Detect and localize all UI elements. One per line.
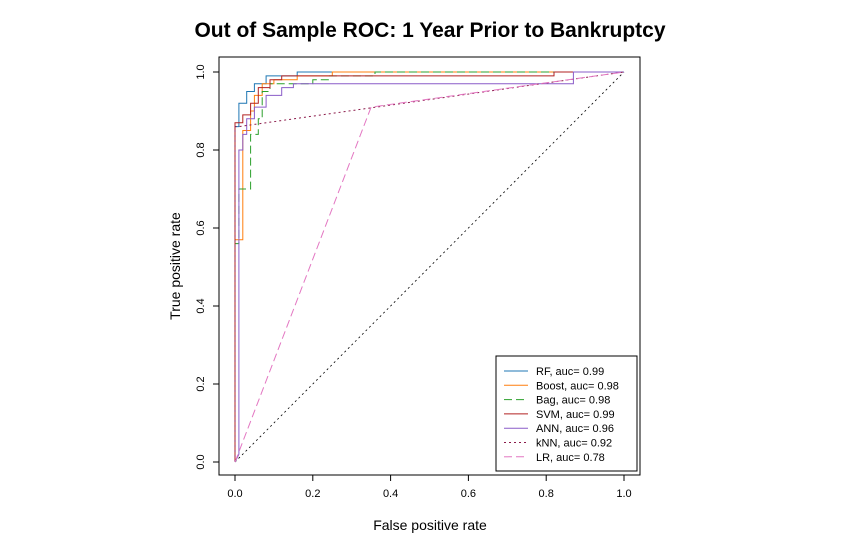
legend-label-2: Bag, auc= 0.98 bbox=[536, 395, 610, 407]
y-tick-label: 1.0 bbox=[195, 64, 207, 79]
x-tick-label: 0.4 bbox=[383, 488, 398, 500]
legend-label-6: LR, auc= 0.78 bbox=[536, 452, 605, 464]
x-tick-label: 0.8 bbox=[539, 488, 554, 500]
y-tick-label: 0.8 bbox=[195, 142, 207, 157]
y-tick-label: 0.6 bbox=[195, 220, 207, 235]
diagonal-reference-line bbox=[234, 71, 625, 463]
x-tick-label: 0.6 bbox=[461, 488, 476, 500]
x-axis: 0.0 0.2 0.4 0.6 0.8 1.0 bbox=[227, 474, 632, 500]
x-axis-label: False positive rate bbox=[373, 517, 487, 533]
roc-series-line-4 bbox=[234, 71, 624, 463]
x-tick-label: 0.0 bbox=[227, 488, 242, 500]
y-axis-label: True positive rate bbox=[167, 212, 183, 320]
roc-series-line-6 bbox=[234, 71, 625, 463]
x-tick-label: 0.2 bbox=[305, 488, 320, 500]
roc-series-line-3 bbox=[234, 71, 624, 462]
legend-label-4: ANN, auc= 0.96 bbox=[536, 423, 614, 435]
legend: RF, auc= 0.99 Boost, auc= 0.98 Bag, auc= 0… bbox=[495, 355, 638, 472]
legend-label-1: Boost, auc= 0.98 bbox=[536, 380, 619, 392]
legend-label-0: RF, auc= 0.99 bbox=[536, 366, 604, 378]
chart-title: Out of Sample ROC: 1 Year Prior to Bankr… bbox=[194, 19, 665, 42]
legend-label-3: SVM, auc= 0.99 bbox=[536, 409, 615, 421]
series-layer bbox=[234, 71, 625, 463]
y-tick-label: 0.4 bbox=[195, 298, 207, 313]
y-axis: 0.0 0.2 0.4 0.6 0.8 1.0 bbox=[195, 64, 220, 470]
y-tick-label: 0.2 bbox=[195, 376, 207, 391]
legend-label-5: kNN, auc= 0.92 bbox=[536, 438, 612, 450]
x-tick-label: 1.0 bbox=[616, 488, 631, 500]
y-tick-label: 0.0 bbox=[195, 454, 207, 469]
